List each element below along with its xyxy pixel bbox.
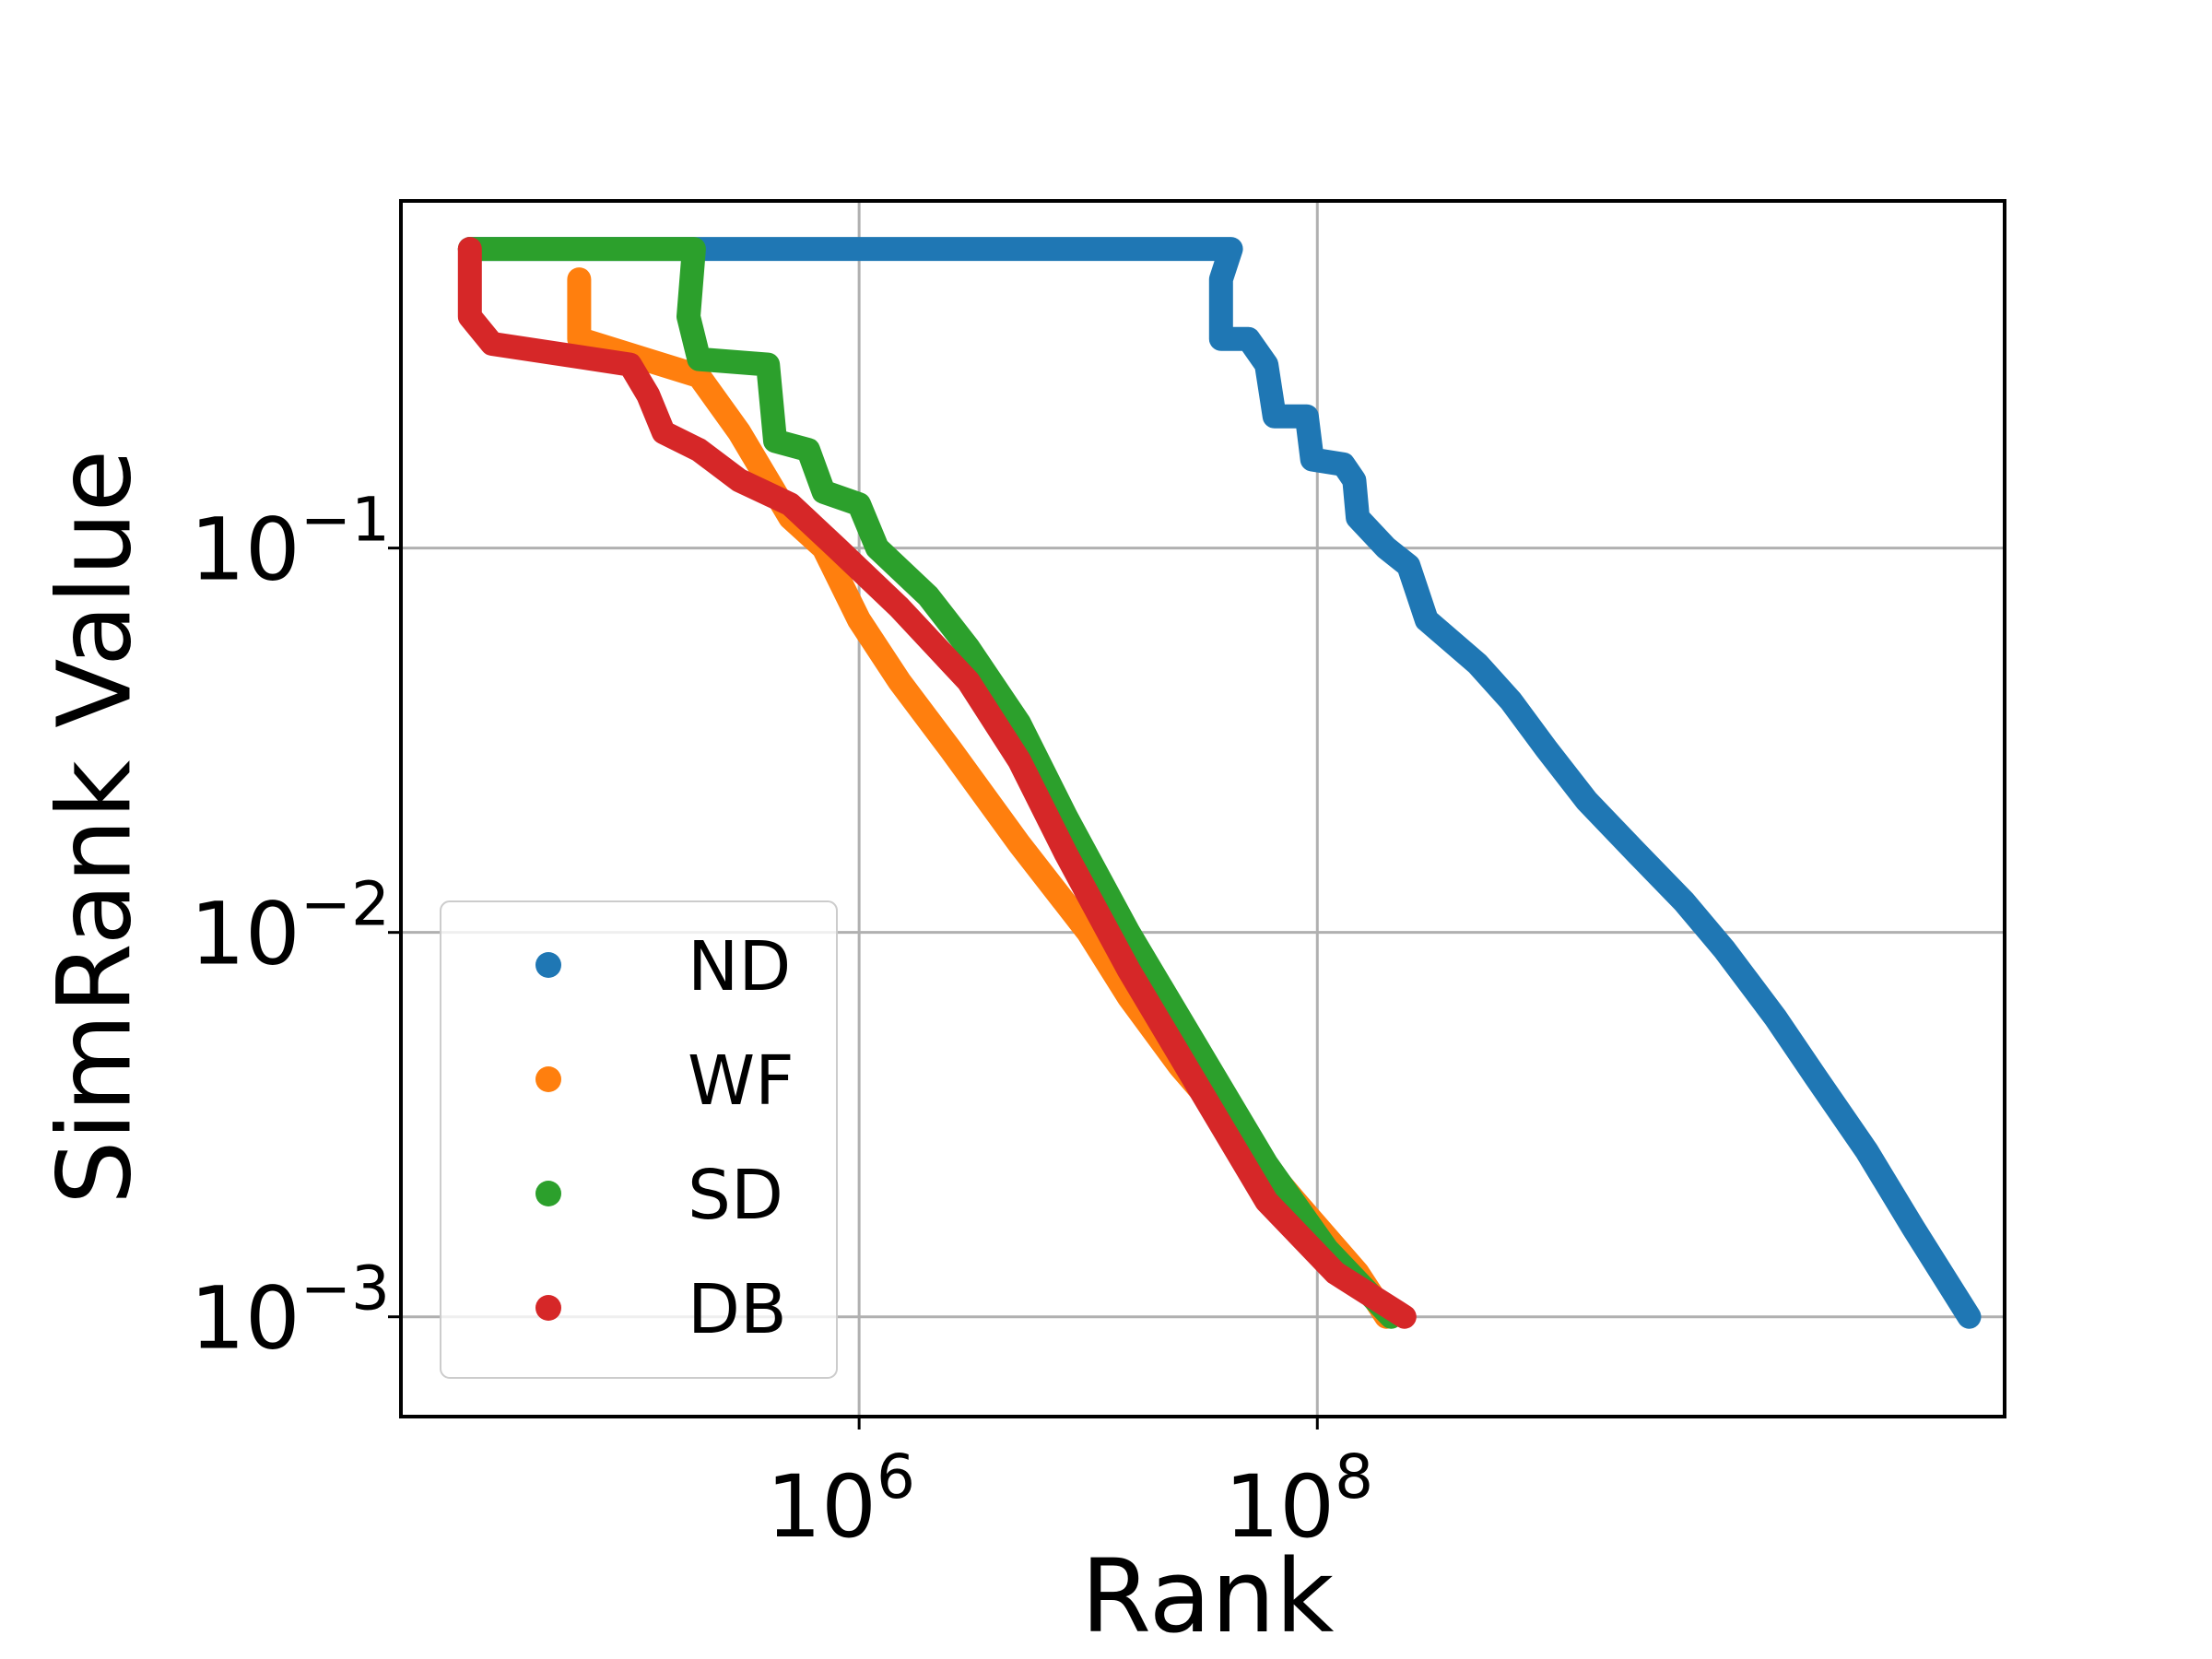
series-nd-curve xyxy=(457,237,1982,1329)
legend-marker-sd xyxy=(535,1181,561,1206)
legend-label-db: DB xyxy=(688,1270,787,1349)
legend-label-nd: ND xyxy=(688,927,791,1006)
plot-series xyxy=(457,237,1982,1329)
series-sd-curve xyxy=(457,237,1404,1329)
x-tick-label: 106 xyxy=(766,1441,915,1558)
y-axis-label: SimRank Value xyxy=(35,450,153,1205)
y-tick-exponent: −2 xyxy=(300,869,390,940)
y-tick-base: 10 xyxy=(190,1269,300,1370)
legend-label-wf: WF xyxy=(688,1041,794,1121)
x-axis-label: Rank xyxy=(1081,1537,1335,1655)
y-tick-exponent: −1 xyxy=(300,485,390,556)
legend-marker-wf xyxy=(535,1066,561,1092)
series-db-curve xyxy=(457,237,1417,1329)
x-tick-exponent: 8 xyxy=(1335,1441,1373,1512)
legend: ND WF SD DB xyxy=(440,900,838,1379)
y-tick-base: 10 xyxy=(190,500,300,601)
legend-marker-nd xyxy=(535,952,561,978)
y-tick-exponent: −3 xyxy=(300,1253,390,1324)
x-tick-exponent: 6 xyxy=(877,1441,915,1512)
y-tick-label: 10−2 xyxy=(190,869,390,985)
legend-label-sd: SD xyxy=(688,1156,783,1235)
x-tick-base: 10 xyxy=(766,1457,877,1558)
y-tick-label: 10−1 xyxy=(190,485,390,601)
legend-marker-db xyxy=(535,1295,561,1321)
x-tick-label: 108 xyxy=(1224,1441,1373,1558)
plot-frame xyxy=(399,199,2006,1418)
x-tick-base: 10 xyxy=(1224,1457,1335,1558)
y-tick-label: 10−3 xyxy=(190,1253,390,1370)
y-tick-base: 10 xyxy=(190,885,300,985)
legend-box xyxy=(440,900,838,1379)
